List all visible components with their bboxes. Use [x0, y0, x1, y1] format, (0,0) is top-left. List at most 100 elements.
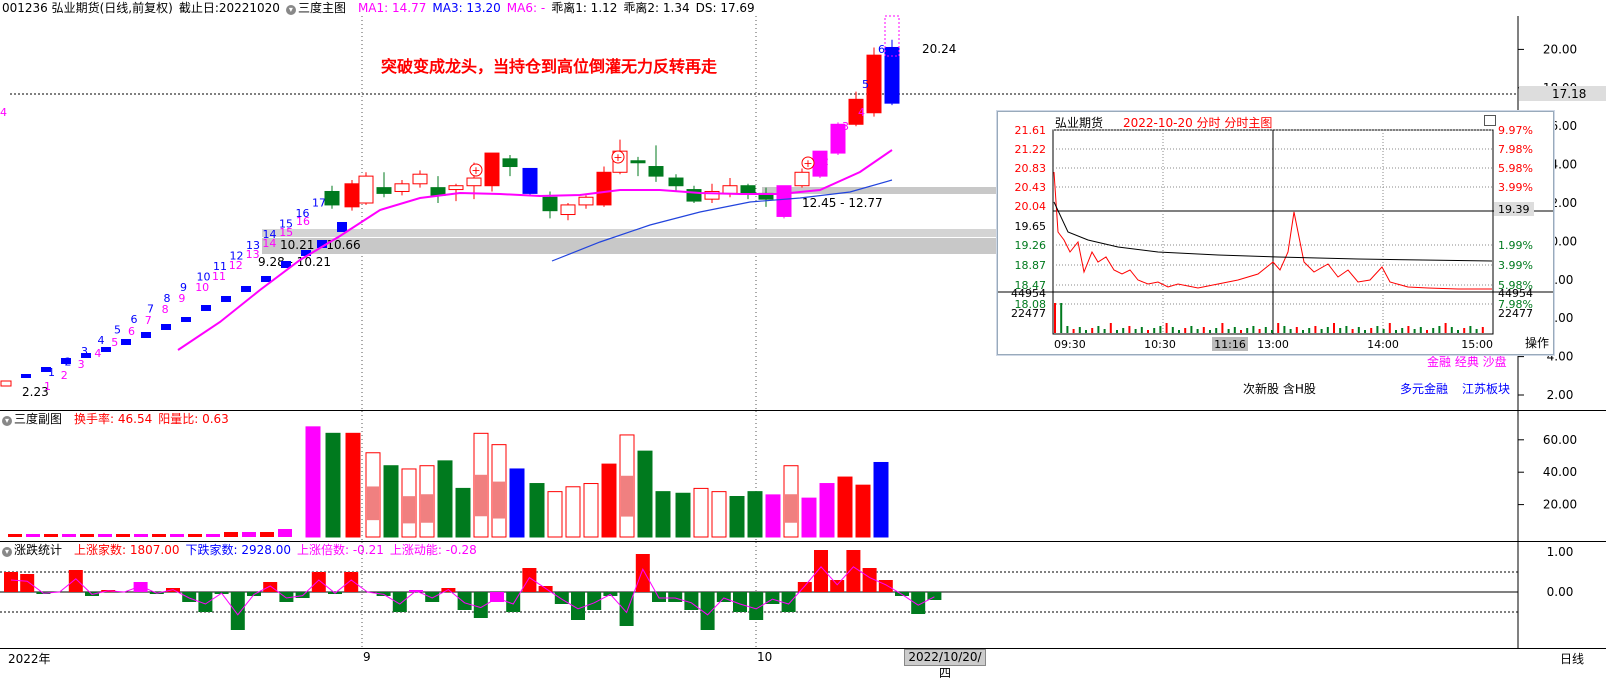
breadth-chart[interactable]: 1.00 0.00 — [0, 542, 1606, 648]
breadth-bar — [392, 592, 407, 612]
candle — [502, 158, 518, 168]
intraday-volume-bar — [1283, 326, 1286, 333]
candle — [866, 54, 882, 114]
concept-tag[interactable]: 多元金融 — [1400, 382, 1449, 396]
volume-chart[interactable]: 60.00 40.00 20.00 — [0, 411, 1606, 541]
volume-bar — [206, 534, 220, 537]
breadth-bar — [20, 574, 35, 592]
candle — [21, 374, 31, 378]
volume-bar — [675, 492, 691, 538]
candle — [848, 98, 864, 125]
concept-tag[interactable]: 江苏板块 — [1462, 382, 1511, 396]
candle — [121, 339, 131, 345]
main-candle-chart[interactable]: 20.0018.0016.0014.0012.0010.008.006.004.… — [0, 0, 1606, 410]
volume-bar — [747, 491, 763, 538]
breadth-bar — [344, 572, 359, 592]
volume-bar — [583, 483, 599, 538]
down-count: 下跌家数: 2928.00 — [185, 543, 291, 557]
counter-blue: 9 — [180, 281, 187, 294]
intraday-volume-bar — [1171, 327, 1174, 333]
axis-label: 2.00 — [1547, 388, 1574, 402]
intraday-price-label: 21.61 — [1015, 124, 1047, 137]
plus-marker-icon — [611, 150, 625, 164]
breadth-bar — [457, 592, 472, 610]
volume-bar — [873, 461, 889, 538]
candle — [466, 177, 482, 187]
intraday-time-label: 10:30 — [1144, 338, 1176, 351]
intraday-volume-bar — [1481, 327, 1484, 333]
plus-marker-icon — [469, 163, 483, 177]
counter-blue: 13 — [246, 239, 260, 252]
indicator-selector[interactable]: ▾ 三度副图 — [2, 412, 68, 426]
current-price-box — [1519, 86, 1606, 101]
volume-label: 44954 — [1011, 287, 1046, 300]
intraday-volume-bar — [1227, 329, 1230, 333]
volume-bar — [529, 483, 545, 538]
volume-bar — [325, 432, 341, 538]
candle — [101, 347, 111, 352]
ds-value: DS: 17.69 — [695, 1, 755, 15]
volume-bar — [837, 476, 853, 538]
intraday-volume-bar — [1426, 330, 1428, 333]
action-button[interactable]: 操作 — [1524, 336, 1549, 350]
counter-blue: 15 — [279, 218, 293, 231]
volume-bar — [26, 534, 40, 537]
breadth-bar — [846, 550, 861, 592]
volume-bar — [8, 534, 22, 537]
intraday-pct-label: 7.98% — [1498, 143, 1533, 156]
volume-label: 22477 — [1011, 307, 1046, 320]
chevron-down-icon: ▾ — [2, 547, 12, 557]
intraday-volume-bar — [1097, 326, 1100, 333]
counter-blue: 6 — [131, 313, 138, 326]
volume-bar-inner — [785, 494, 797, 523]
candle — [522, 167, 538, 194]
intraday-volume-bar — [1196, 329, 1199, 333]
counter-pink: 4 — [94, 347, 101, 360]
intraday-volume-bar — [1215, 328, 1218, 333]
intraday-volume-bar — [1240, 330, 1242, 333]
counter-blue: 5 — [862, 78, 869, 91]
intraday-volume-bar — [1463, 328, 1466, 333]
counter-pink: 4 — [858, 106, 865, 119]
dev2-value: 乖离2: 1.34 — [623, 1, 690, 15]
candle — [394, 183, 410, 192]
sub2-header: ▾ 涨跌统计 上涨家数: 1807.00 下跌家数: 2928.00 上涨倍数: -0.… — [2, 542, 483, 558]
turnover-value: 换手率: 46.54 — [74, 412, 153, 426]
intraday-volume-bar — [1134, 329, 1137, 333]
concept-tag[interactable]: 次新股 含H股 — [1243, 382, 1316, 396]
candle — [337, 222, 347, 232]
volume-bar — [383, 465, 399, 538]
indicator-selector[interactable]: ▾ 涨跌统计 — [2, 543, 68, 557]
intraday-volume-bar — [1078, 327, 1081, 333]
breadth-bar — [797, 582, 812, 592]
zone-label: 9.28 - 10.21 — [258, 255, 331, 269]
intraday-pct-label: 7.98% — [1498, 298, 1533, 311]
concept-tag[interactable]: 金融 经典 沙盘 — [1427, 355, 1507, 369]
volume-bar — [655, 491, 671, 538]
intraday-avg-line — [1053, 201, 1493, 262]
indicator-selector[interactable]: ▾ 三度主图 — [285, 1, 352, 15]
intraday-volume-bar — [1202, 327, 1205, 333]
candle — [201, 305, 211, 311]
restore-icon[interactable] — [1484, 115, 1496, 126]
candle — [317, 240, 327, 248]
candle — [221, 296, 231, 302]
volume-bar — [601, 463, 617, 538]
intraday-volume-bar — [1072, 329, 1075, 333]
intraday-volume-bar — [1407, 326, 1410, 333]
axis-label: 20.00 — [1543, 498, 1577, 512]
breadth-line — [10, 566, 935, 616]
ma3-value: MA3: 13.20 — [432, 1, 501, 15]
volume-bar — [152, 534, 166, 537]
axis-label: 60.00 — [1543, 433, 1577, 447]
intraday-chart[interactable]: 21.61 21.22 20.83 20.43 20.04 19.65 19.26 18.87… — [998, 112, 1553, 354]
intraday-volume-bar — [1128, 326, 1131, 333]
breadth-bar — [490, 592, 504, 602]
period-button[interactable]: 日线 — [1560, 652, 1585, 666]
breadth-bar — [749, 592, 764, 620]
intraday-popup[interactable]: 弘业期货 2022-10-20 分时 分时主图 21.61 21.22 20.83 2… — [997, 111, 1554, 355]
candle — [161, 324, 171, 330]
breadth-bar — [635, 554, 650, 592]
counter-blue: 2 — [65, 355, 72, 368]
candle — [668, 177, 684, 187]
